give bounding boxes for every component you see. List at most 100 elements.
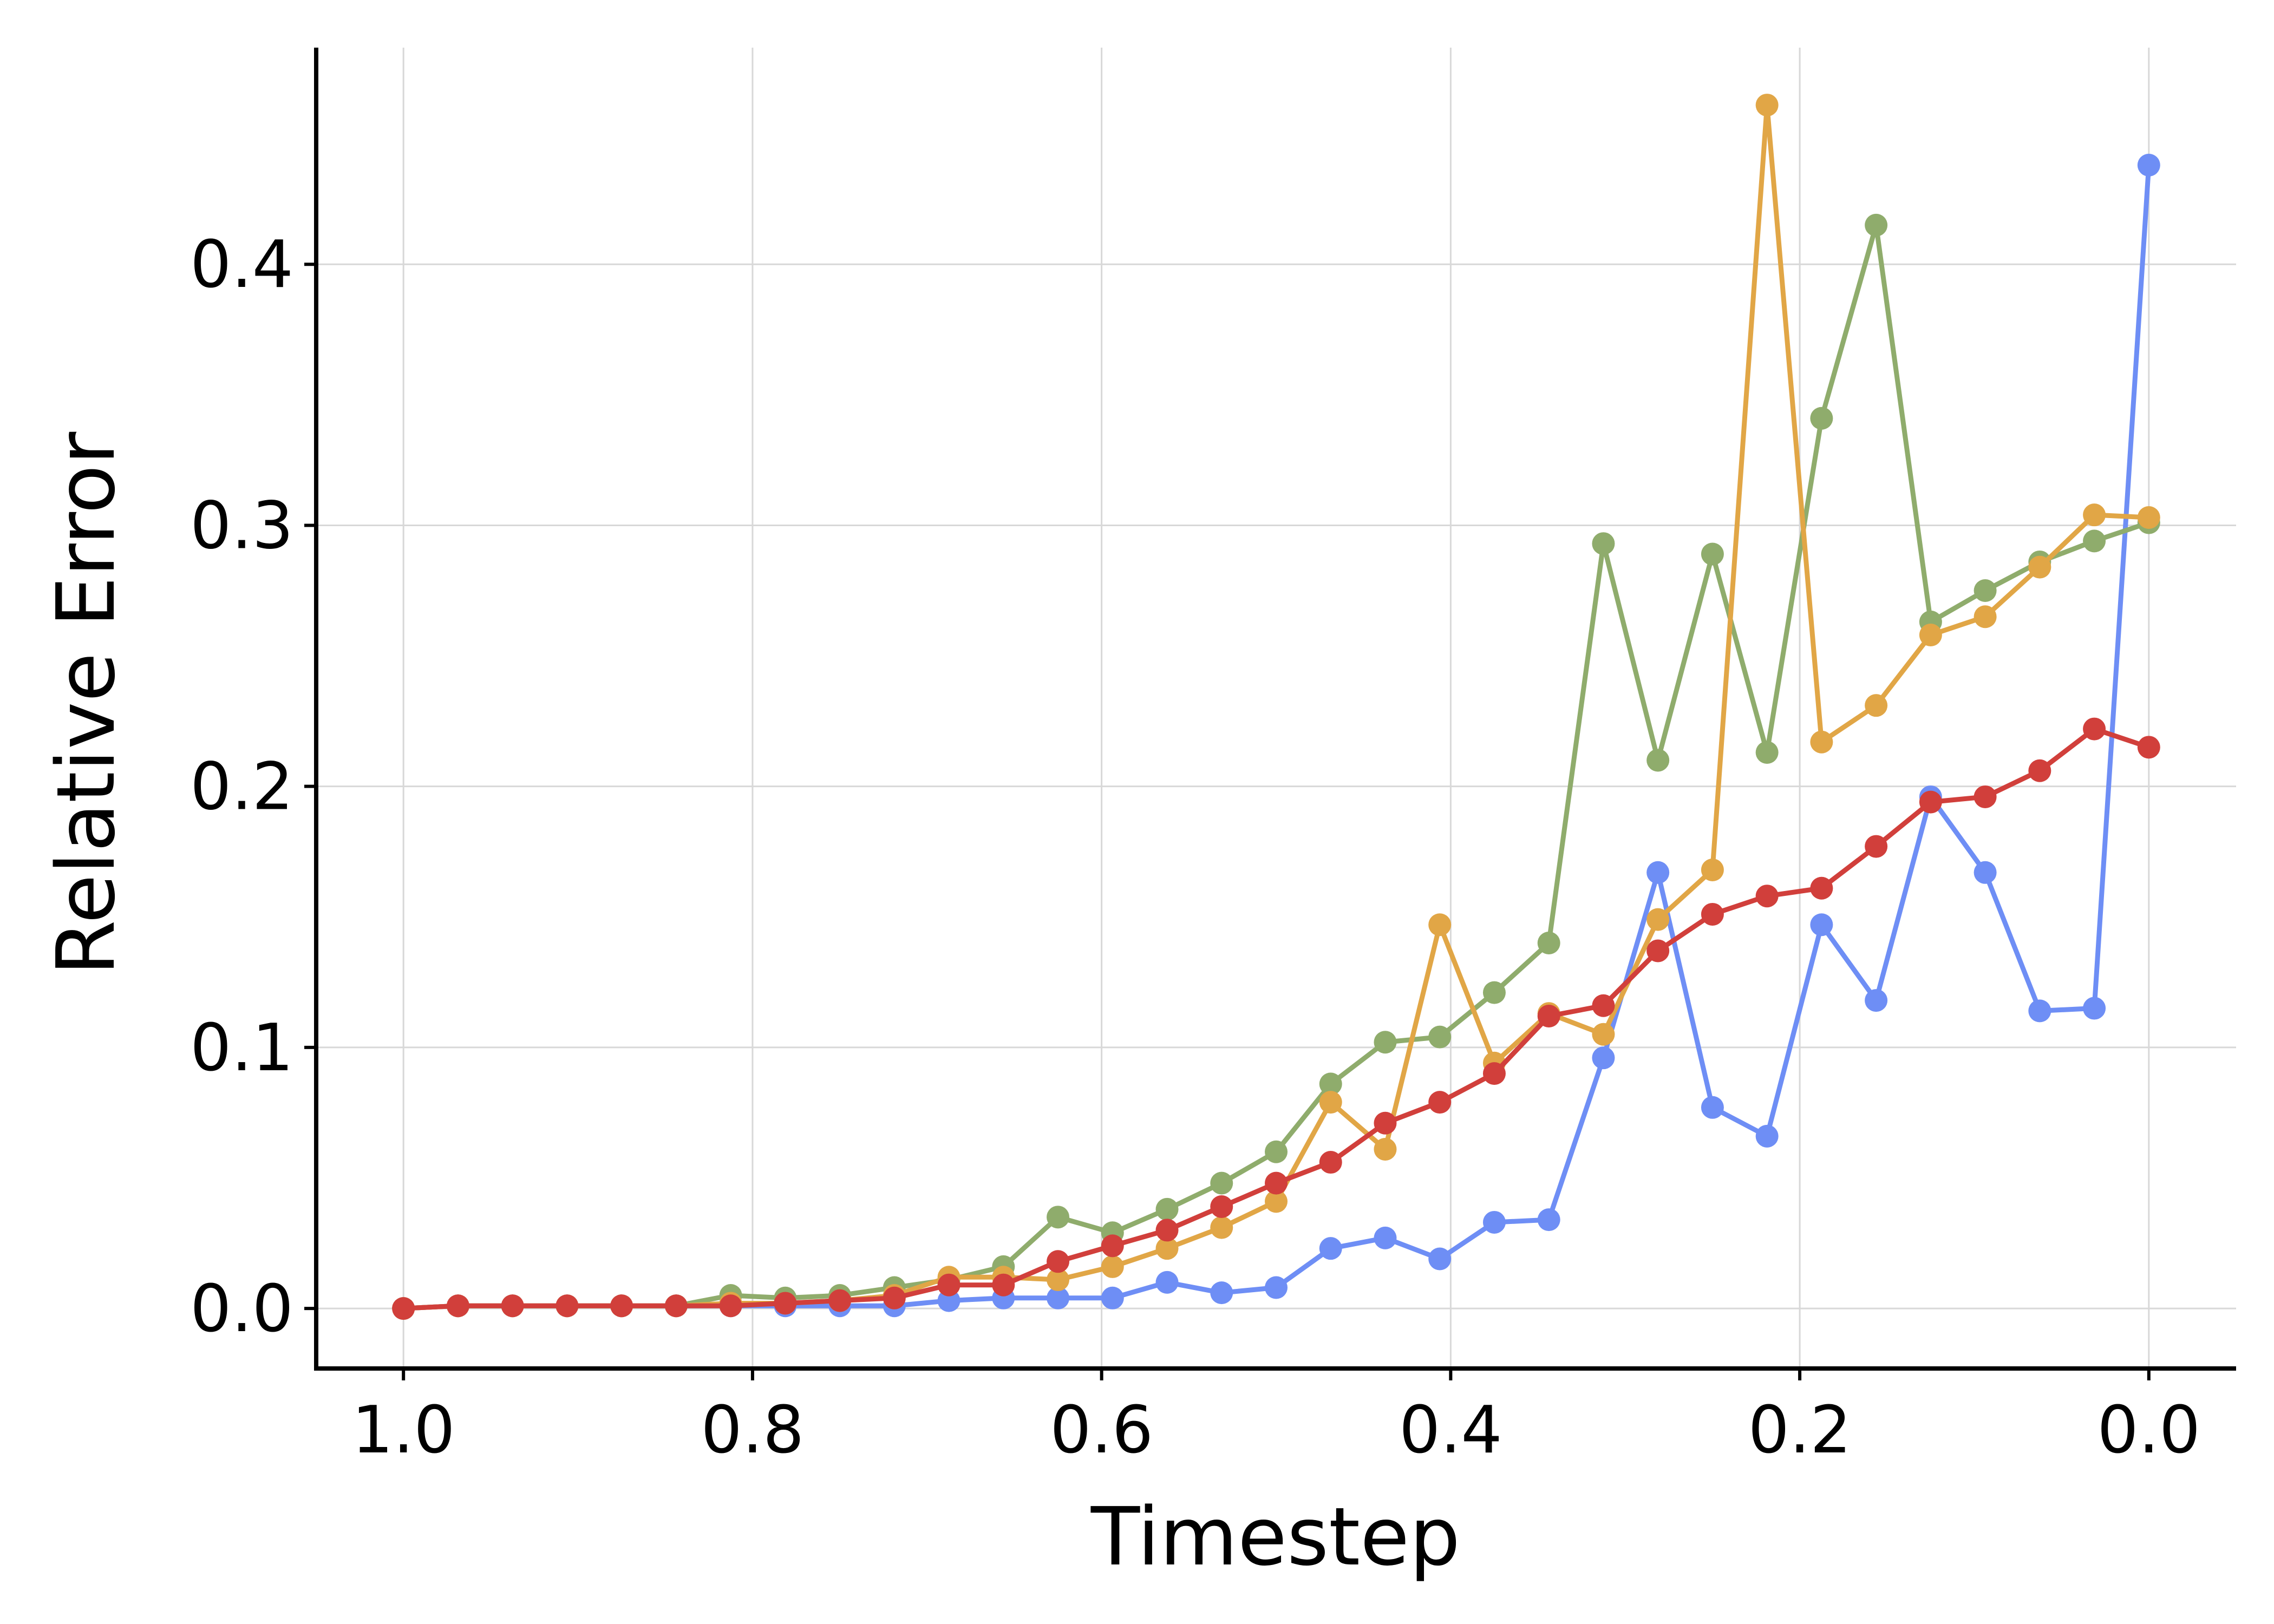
series-4 [392, 717, 2160, 1320]
data-point [1865, 989, 1888, 1012]
data-point [1101, 1234, 1124, 1258]
data-point [1701, 1096, 1724, 1119]
data-point [664, 1294, 688, 1318]
series-line [401, 162, 2152, 1311]
data-point [610, 1294, 633, 1318]
data-point [1210, 1281, 1233, 1305]
y-tick-label: 0.1 [190, 1011, 293, 1086]
y-tick-label: 0.2 [190, 750, 293, 825]
data-point [1755, 1124, 1779, 1148]
data-point [1974, 605, 1997, 628]
series-3 [392, 94, 2160, 1320]
series-line [401, 726, 2152, 1311]
data-point [2083, 997, 2106, 1020]
data-point [1592, 1023, 1615, 1046]
data-point [2137, 506, 2160, 529]
data-point [1265, 1171, 1288, 1195]
data-point [1374, 1031, 1397, 1054]
y-tick-label: 0.4 [190, 227, 293, 303]
data-point [1810, 876, 1833, 900]
data-point [2137, 736, 2160, 759]
data-point [1865, 835, 1888, 858]
data-point [1101, 1255, 1124, 1278]
data-point [1919, 790, 1942, 814]
data-point [1155, 1197, 1179, 1221]
data-point [1428, 1091, 1452, 1114]
data-point [1210, 1171, 1233, 1195]
data-point [1374, 1226, 1397, 1249]
data-point [1810, 913, 1833, 937]
data-point [937, 1289, 960, 1312]
data-point [1319, 1072, 1342, 1096]
data-point [2028, 999, 2051, 1023]
x-tick-label: 0.6 [1050, 1393, 1153, 1468]
data-point [1265, 1190, 1288, 1213]
data-point [1755, 885, 1779, 908]
series-layer [392, 94, 2160, 1320]
y-axis-title: Relative Error [40, 432, 133, 976]
data-point [1537, 931, 1560, 954]
x-tick-label: 0.2 [1748, 1393, 1852, 1468]
data-point [1865, 213, 1888, 237]
x-tick-label: 1.0 [352, 1393, 455, 1468]
data-point [1646, 908, 1670, 931]
data-point [1428, 913, 1452, 937]
data-point [1210, 1195, 1233, 1219]
x-tick-label: 0.0 [2097, 1393, 2200, 1468]
data-point [2083, 503, 2106, 527]
data-point [1974, 785, 1997, 808]
data-point [392, 1297, 415, 1320]
data-point [556, 1294, 579, 1318]
data-point [1755, 94, 1779, 117]
data-point [1646, 861, 1670, 884]
data-point [1646, 939, 1670, 962]
data-point [1701, 902, 1724, 926]
data-point [2083, 529, 2106, 553]
data-point [883, 1286, 906, 1309]
data-point [1047, 1250, 1070, 1273]
data-point [1155, 1271, 1179, 1294]
y-tick-label: 0.3 [190, 488, 293, 564]
data-point [1810, 407, 1833, 430]
data-point [1101, 1286, 1124, 1309]
data-point [1210, 1216, 1233, 1239]
data-point [1155, 1219, 1179, 1242]
data-point [1537, 1005, 1560, 1028]
data-point [828, 1289, 852, 1312]
data-point [937, 1273, 960, 1296]
data-point [1155, 1237, 1179, 1260]
data-point [1974, 861, 1997, 884]
axes [314, 48, 2236, 1371]
y-tick-label: 0.0 [190, 1272, 293, 1347]
data-point [1374, 1137, 1397, 1161]
data-point [1047, 1268, 1070, 1292]
data-point [1865, 694, 1888, 717]
data-point [1592, 1046, 1615, 1070]
ticks: 1.0 0.8 0.6 0.4 0.2 0.0 0.0 0.1 0.2 0.3 0.4 [190, 227, 2200, 1468]
data-point [1482, 1062, 1506, 1085]
series-2 [392, 213, 2160, 1320]
data-point [774, 1292, 797, 1315]
data-point [1047, 1286, 1070, 1309]
data-point [1592, 994, 1615, 1017]
x-axis-title: Timestep [1090, 1490, 1460, 1583]
data-point [1755, 741, 1779, 764]
data-point [501, 1294, 524, 1318]
data-point [1319, 1091, 1342, 1114]
data-point [1810, 730, 1833, 754]
data-point [1701, 858, 1724, 881]
x-tick-label: 0.8 [701, 1393, 804, 1468]
data-point [1592, 532, 1615, 555]
data-point [1047, 1206, 1070, 1229]
data-point [1537, 1208, 1560, 1232]
data-point [1428, 1247, 1452, 1271]
data-point [1974, 579, 1997, 603]
data-point [2028, 759, 2051, 782]
data-point [2028, 555, 2051, 579]
data-point [1319, 1151, 1342, 1174]
data-point [446, 1294, 469, 1318]
data-point [1482, 981, 1506, 1004]
data-point [1265, 1276, 1288, 1299]
data-point [1265, 1140, 1288, 1163]
